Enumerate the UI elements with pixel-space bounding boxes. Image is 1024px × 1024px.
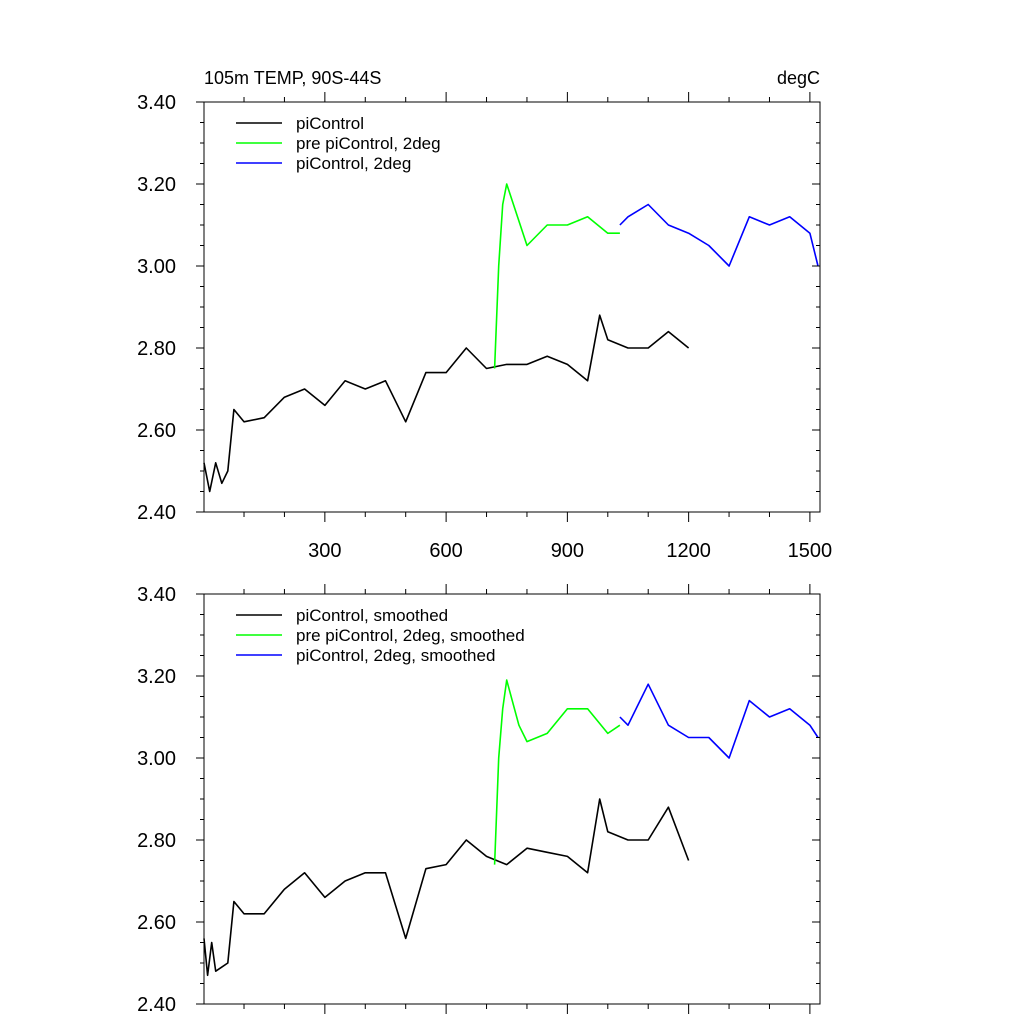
y-tick-label: 3.00 [137,748,176,770]
top-panel-units: degC [777,68,820,88]
bottom-ticks-group: 2.40 2.60 2.80 3.00 3.20 3.40 [137,584,820,1016]
y-tick-label: 2.80 [137,830,176,852]
series-line-2 [493,183,620,369]
x-tick-label: 300 [308,540,341,562]
y-tick-label: 3.40 [137,92,176,114]
y-tick-label: 2.40 [137,502,176,524]
y-tick-label: 3.20 [137,174,176,196]
legend-label: piControl, 2deg, smoothed [296,646,495,665]
y-tick-label: 3.40 [137,584,176,606]
bottom-series-group [203,679,819,977]
x-tick-label: 900 [551,540,584,562]
x-tick-label: 1500 [788,540,833,562]
y-tick-label: 3.20 [137,666,176,688]
series-line-3 [619,683,819,759]
series-line-1 [203,314,690,493]
y-tick-label: 2.80 [137,338,176,360]
legend-label: piControl [296,114,364,133]
top-panel: 105m TEMP, 90S-44S degC 2.40 2.60 2.80 3.00… [137,68,832,562]
y-tick-label: 3.00 [137,256,176,278]
bottom-panel: 2.40 2.60 2.80 3.00 3.20 3.40 piControl, smoo… [137,584,821,1016]
series-line-1 [203,798,690,977]
top-ticks-group: 2.40 2.60 2.80 3.00 3.20 3.40 300 600 900 1200 150… [137,92,832,562]
series-line-2 [493,679,621,865]
y-tick-label: 2.40 [137,994,176,1016]
x-tick-label: 600 [429,540,462,562]
legend-label: piControl, smoothed [296,606,448,625]
x-tick-label: 1200 [666,540,711,562]
top-panel-title: 105m TEMP, 90S-44S [204,68,381,88]
legend-label: pre piControl, 2deg, smoothed [296,626,525,645]
top-series-group [203,183,819,493]
y-tick-label: 2.60 [137,912,176,934]
y-tick-label: 2.60 [137,420,176,442]
legend-label: piControl, 2deg [296,154,411,173]
series-line-3 [619,203,819,267]
legend-label: pre piControl, 2deg [296,134,441,153]
